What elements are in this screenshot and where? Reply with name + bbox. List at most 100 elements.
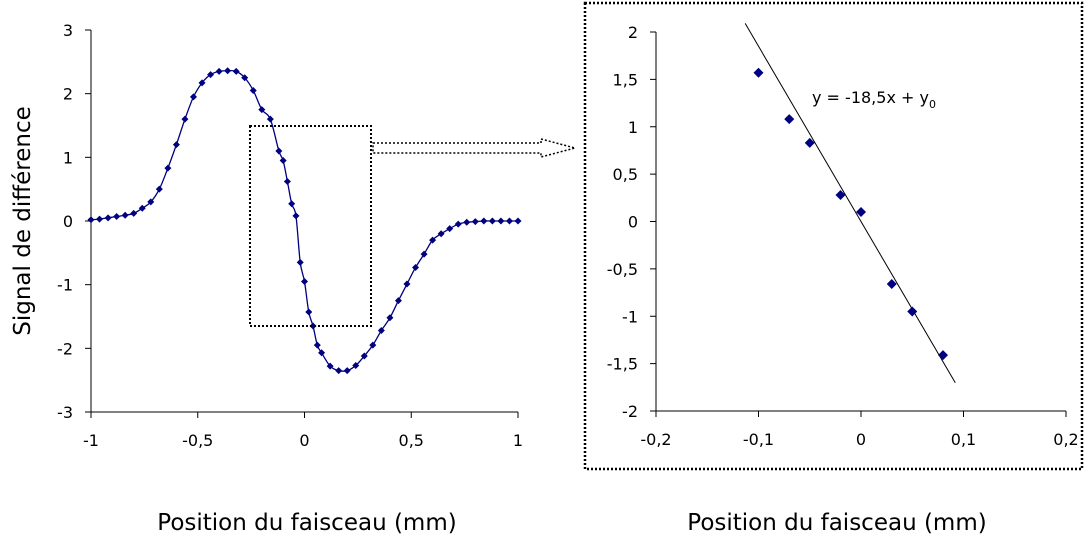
right-chart: 2 1,5 1 0,5 0 -0,5 -1 -1,5 -2-0,2 -0,1 0 0,1 0,2 y =… — [607, 23, 1079, 536]
left-data-point — [172, 141, 180, 149]
left-data-point — [343, 367, 351, 375]
left-data-point — [488, 217, 496, 225]
left-data-point — [207, 71, 215, 79]
left-y-tick-label: -3 — [57, 403, 73, 422]
right-y-tick-label: -0,5 — [607, 260, 638, 279]
left-data-point — [164, 164, 172, 172]
right-x-tick-label: 0 — [856, 430, 866, 449]
right-data-point — [804, 137, 815, 148]
right-y-tick-label: -2 — [622, 402, 638, 421]
left-data-point — [386, 314, 394, 322]
left-data-point — [309, 322, 317, 330]
left-data-point — [318, 349, 326, 357]
left-data-point — [480, 217, 488, 225]
left-x-tick-label: 1 — [513, 431, 523, 450]
right-series-points — [753, 67, 948, 361]
right-x-axis-title: Position du faisceau (mm) — [687, 510, 986, 536]
zoom-inset-frame — [583, 1, 1084, 471]
zoom-region-box — [249, 125, 372, 327]
right-tick-labels: 2 1,5 1 0,5 0 -0,5 -1 -1,5 -2-0,2 -0,1 0 0,1 0,2 — [607, 23, 1079, 449]
left-data-point — [275, 147, 283, 155]
left-data-point — [87, 216, 95, 224]
fit-equation-subscript: 0 — [929, 98, 936, 111]
left-data-point — [130, 209, 138, 217]
left-data-point — [497, 217, 505, 225]
left-data-point — [266, 115, 274, 123]
right-y-tick-label: 2 — [628, 23, 638, 42]
right-data-point — [886, 279, 897, 290]
left-data-point — [326, 362, 334, 370]
left-data-point — [155, 185, 163, 193]
right-data-point — [856, 207, 866, 218]
left-x-tick-label: 0,5 — [399, 431, 424, 450]
left-x-axis-title: Position du faisceau (mm) — [157, 510, 456, 536]
right-data-point — [835, 189, 846, 200]
fit-equation: y = -18,5x + y0 — [812, 88, 936, 111]
left-series-line — [90, 69, 518, 372]
left-data-point — [292, 212, 300, 220]
left-data-point — [121, 211, 129, 219]
left-y-tick-label: 3 — [63, 21, 73, 40]
left-data-point — [313, 341, 321, 349]
left-data-point — [429, 236, 437, 244]
left-data-point — [232, 67, 240, 75]
left-data-point — [454, 220, 462, 228]
left-data-point — [181, 115, 189, 123]
left-data-point — [446, 225, 454, 233]
left-ticks — [85, 29, 519, 418]
right-data-point — [784, 114, 795, 125]
left-data-point — [352, 362, 360, 370]
right-y-tick-label: -1 — [622, 307, 638, 326]
right-fit-line — [744, 23, 956, 384]
left-chart: 3 2 1 0 -1 -2 -3 -1 -0,5 0 0,5 1 Signal de différen… — [10, 21, 523, 536]
right-y-tick-label: 0 — [628, 213, 638, 232]
fit-equation-main: y = -18,5x + y — [812, 88, 929, 107]
left-data-point — [296, 258, 304, 266]
right-x-tick-label: -0,1 — [743, 430, 774, 449]
left-data-point — [335, 367, 343, 375]
right-y-tick-label: 1,5 — [613, 70, 638, 89]
left-data-point — [113, 213, 121, 221]
right-data-point — [938, 350, 948, 361]
right-ticks — [650, 31, 1067, 417]
right-y-tick-label: -1,5 — [607, 355, 638, 374]
right-data-point — [907, 306, 918, 317]
left-data-point — [249, 86, 257, 94]
left-y-axis-title: Signal de différence — [10, 106, 36, 335]
right-data-point — [753, 67, 764, 78]
left-data-point — [377, 327, 385, 335]
left-data-point — [198, 79, 206, 87]
right-x-tick-label: 0,1 — [951, 430, 976, 449]
left-data-point — [189, 93, 197, 101]
left-y-tick-label: 2 — [63, 85, 73, 104]
left-data-point — [138, 204, 146, 212]
left-data-point — [369, 341, 377, 349]
left-data-point — [96, 215, 104, 223]
left-data-point — [412, 263, 420, 271]
left-data-point — [288, 200, 296, 208]
left-data-point — [420, 250, 428, 258]
left-data-point — [215, 67, 223, 75]
left-data-point — [514, 217, 522, 225]
left-data-point — [437, 230, 445, 238]
left-data-point — [224, 67, 232, 75]
right-x-tick-label: 0,2 — [1053, 430, 1078, 449]
left-data-point — [471, 218, 479, 226]
left-data-point — [104, 214, 112, 222]
left-x-tick-label: 0 — [299, 431, 309, 450]
left-y-tick-label: -1 — [57, 276, 73, 295]
left-data-point — [505, 217, 513, 225]
left-series-points — [87, 67, 522, 375]
left-data-point — [258, 106, 266, 114]
left-y-tick-label: 0 — [63, 212, 73, 231]
right-x-tick-label: -0,2 — [640, 430, 671, 449]
left-data-point — [305, 308, 313, 316]
left-data-point — [147, 198, 155, 206]
left-x-tick-label: -1 — [83, 431, 99, 450]
left-y-tick-label: 1 — [63, 148, 73, 167]
left-data-point — [279, 157, 287, 165]
left-x-tick-label: -0,5 — [182, 431, 213, 450]
left-data-point — [394, 297, 402, 305]
right-y-tick-label: 0,5 — [613, 165, 638, 184]
